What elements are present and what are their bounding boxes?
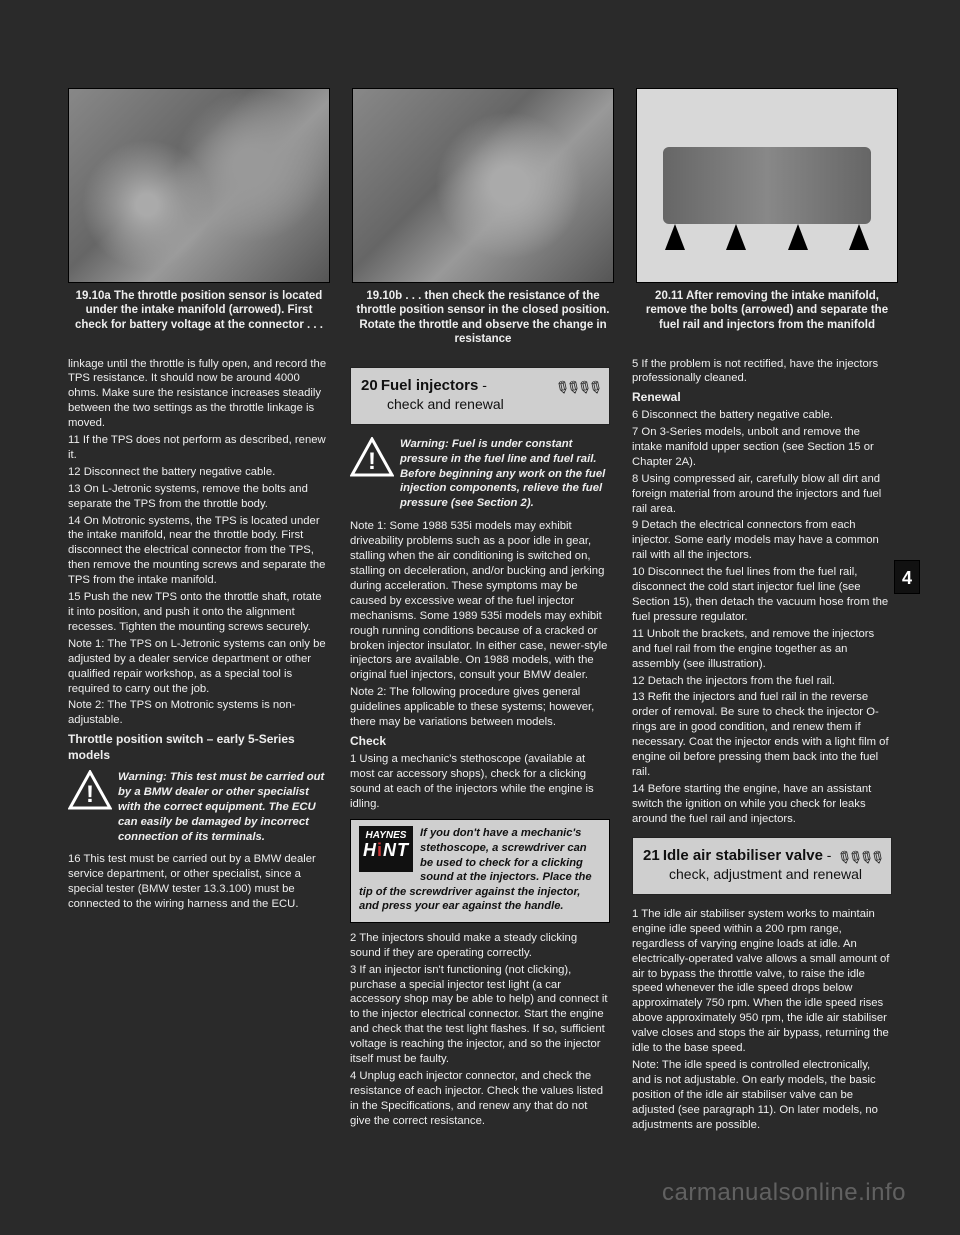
col3-p2: 6 Disconnect the battery negative cable. (632, 408, 892, 423)
col3b-p1: 1 The idle air stabiliser system works t… (632, 907, 892, 1056)
col2-warn-text: Warning: Fuel is under constant pressure… (400, 437, 610, 512)
figure-right-caption: 20.11 After removing the intake manifold… (636, 283, 898, 332)
col2-p4: 4 Unplug each injector connector, and ch… (350, 1069, 610, 1129)
figure-mid-image (352, 88, 614, 283)
hint-badge: HAYNES HiNT (359, 826, 413, 872)
svg-text:!: ! (86, 781, 94, 808)
column-2: ✎✎✎✎ 20 Fuel injectors - check and renew… (350, 357, 610, 1135)
figure-left: 19.10a The throttle position sensor is l… (68, 88, 330, 347)
col3-p4: 8 Using compressed air, carefully blow a… (632, 472, 892, 517)
section-box-21: ✎✎✎✎ 21 Idle air stabiliser valve - chec… (632, 837, 892, 895)
svg-text:!: ! (368, 448, 376, 475)
figure-right-image (636, 88, 898, 283)
difficulty-icon: ✎✎✎✎ (839, 846, 883, 870)
col1-hdr-tps: Throttle position switch – early 5-Serie… (68, 732, 328, 764)
col2-p1: 1 Using a mechanic's stethoscope (availa… (350, 752, 610, 812)
box20-num: 20 (361, 377, 378, 394)
col3b-note: Note: The idle speed is controlled elect… (632, 1058, 892, 1133)
section-box-20: ✎✎✎✎ 20 Fuel injectors - check and renew… (350, 367, 610, 425)
col2-warning: ! Warning: Fuel is under constant pressu… (350, 437, 610, 512)
column-3: 5 If the problem is not rectified, have … (632, 357, 892, 1135)
box20-title-rest: - (478, 377, 487, 393)
col3-p8: 12 Detach the injectors from the fuel ra… (632, 674, 892, 689)
col1-p6: 15 Push the new TPS onto the throttle sh… (68, 590, 328, 635)
col1-p4: 13 On L-Jetronic systems, remove the bol… (68, 482, 328, 512)
figure-right: 20.11 After removing the intake manifold… (636, 88, 898, 347)
col2-note1: Note 1: Some 1988 535i models may exhibi… (350, 519, 610, 683)
column-1: linkage until the throttle is fully open… (68, 357, 328, 1135)
box21-title-rest: - (823, 847, 832, 863)
col3-p1: 5 If the problem is not rectified, have … (632, 357, 892, 387)
col2-p3: 3 If an injector isn't functioning (not … (350, 963, 610, 1067)
col2-note2: Note 2: The following procedure gives ge… (350, 685, 610, 730)
col3-p10: 14 Before starting the engine, have an a… (632, 782, 892, 827)
col2-p2: 2 The injectors should make a steady cli… (350, 931, 610, 961)
warning-icon: ! (350, 437, 394, 477)
figure-left-caption: 19.10a The throttle position sensor is l… (68, 283, 330, 332)
col1-warning: ! Warning: This test must be carried out… (68, 770, 328, 845)
figure-mid: 19.10b . . . then check the resistance o… (352, 88, 614, 347)
col3-p9: 13 Refit the injectors and fuel rail in … (632, 690, 892, 779)
col1-warn-text: Warning: This test must be carried out b… (118, 770, 328, 845)
col1-note1: Note 1: The TPS on L-Jetronic systems ca… (68, 637, 328, 697)
col3-p6: 10 Disconnect the fuel lines from the fu… (632, 565, 892, 625)
col1-p2: 11 If the TPS does not perform as descri… (68, 433, 328, 463)
col1-note2: Note 2: The TPS on Motronic systems is n… (68, 698, 328, 728)
figure-left-image (68, 88, 330, 283)
hint-box: HAYNES HiNT If you don't have a mechanic… (350, 819, 610, 922)
watermark: carmanualsonline.info (662, 1179, 906, 1207)
col2-hdr-check: Check (350, 734, 610, 750)
col3-p7: 11 Unbolt the brackets, and remove the i… (632, 627, 892, 672)
box21-title-strong: Idle air stabiliser valve (663, 847, 823, 864)
box20-title-strong: Fuel injectors (381, 377, 479, 394)
page-tab: 4 (894, 560, 920, 594)
col1-p5: 14 On Motronic systems, the TPS is locat… (68, 514, 328, 589)
col3-hdr-renew: Renewal (632, 390, 892, 406)
difficulty-icon: ✎✎✎✎ (557, 376, 601, 400)
col1-p1: linkage until the throttle is fully open… (68, 357, 328, 432)
col3-p3: 7 On 3-Series models, unbolt and remove … (632, 425, 892, 470)
col3-p5: 9 Detach the electrical connectors from … (632, 518, 892, 563)
col1-p3: 12 Disconnect the battery negative cable… (68, 465, 328, 480)
col1-p7: 16 This test must be carried out by a BM… (68, 852, 328, 912)
warning-icon: ! (68, 770, 112, 810)
figure-mid-caption: 19.10b . . . then check the resistance o… (352, 283, 614, 347)
box21-num: 21 (643, 847, 660, 864)
